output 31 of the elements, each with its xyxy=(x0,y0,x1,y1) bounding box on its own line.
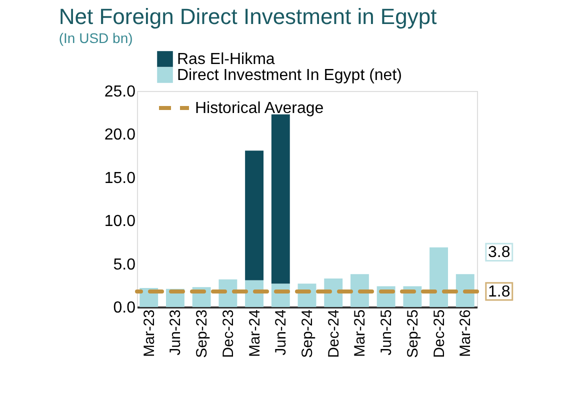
bar xyxy=(218,279,238,307)
x-tick-label: Jun-24 xyxy=(272,310,290,356)
x-tick-label: Dec-23 xyxy=(220,310,237,358)
y-tick-label: 10.0 xyxy=(104,213,136,230)
annotation: 3.8 xyxy=(488,244,510,262)
x-tick-label: Jun-23 xyxy=(167,310,184,356)
legend-label: Ras El-Hikma xyxy=(177,51,275,68)
x-tick-label: Mar-26 xyxy=(457,310,474,358)
x-tick-label: Mar-24 xyxy=(246,310,264,358)
x-tick-label: Sep-23 xyxy=(194,310,211,358)
x-tick-label: Sep-25 xyxy=(404,310,422,358)
annotation: 1.8 xyxy=(488,283,510,300)
legend-label: Direct Investment In Egypt (net) xyxy=(177,67,402,84)
bar xyxy=(350,274,369,307)
legend-label: Historical Average xyxy=(195,100,324,117)
x-tick-label: Dec-25 xyxy=(430,310,448,358)
bar xyxy=(430,247,448,307)
chart-subtitle: (In USD bn) xyxy=(58,30,133,46)
y-tick-label: 15.0 xyxy=(104,170,136,187)
chart-title: Net Foreign Direct Investment in Egypt xyxy=(58,4,437,29)
x-tick-label: Mar-23 xyxy=(140,310,158,358)
bar xyxy=(245,150,264,280)
x-tick-label: Jun-25 xyxy=(378,310,396,356)
y-tick-label: 25.0 xyxy=(104,84,136,100)
y-tick-label: 0.0 xyxy=(113,300,136,316)
x-tick-label: Sep-24 xyxy=(299,310,316,358)
y-tick-label: 5.0 xyxy=(113,256,136,274)
bar xyxy=(456,274,474,307)
y-tick-label: 20.0 xyxy=(104,126,136,144)
x-tick-label: Dec-24 xyxy=(325,310,342,358)
x-tick-label: Mar-25 xyxy=(352,310,369,358)
